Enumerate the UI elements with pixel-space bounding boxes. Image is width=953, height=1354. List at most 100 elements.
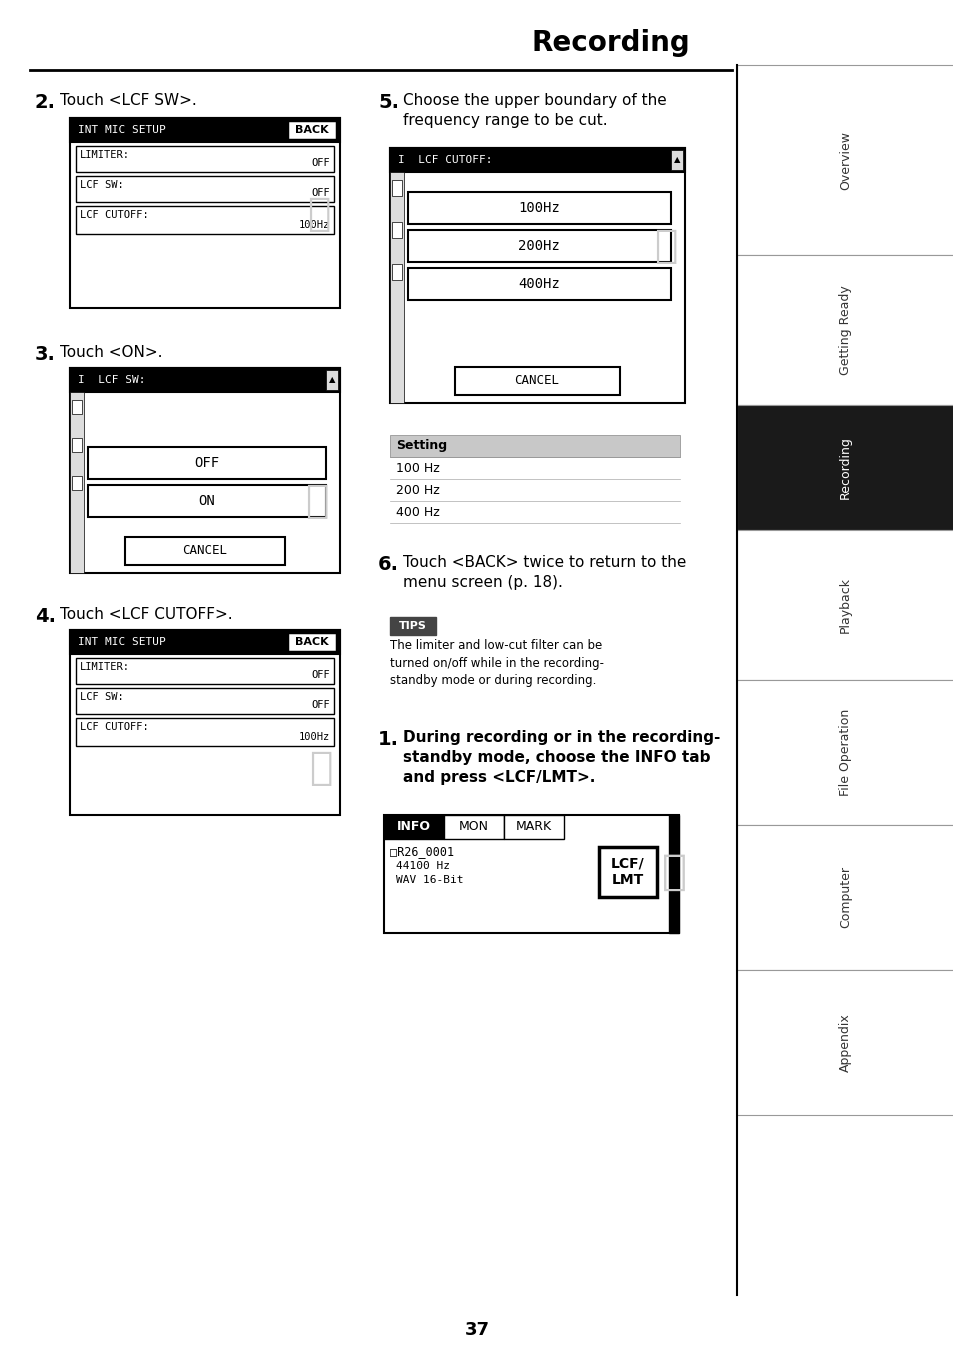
Text: CANCEL: CANCEL: [514, 375, 558, 387]
Text: 100Hz: 100Hz: [517, 200, 559, 215]
Bar: [408, 192, 670, 223]
Bar: [737, 680, 953, 825]
Text: 44100 Hz: 44100 Hz: [395, 861, 450, 871]
Text: OFF: OFF: [194, 456, 219, 470]
Text: 200Hz: 200Hz: [517, 240, 559, 253]
Bar: [384, 815, 443, 839]
Bar: [390, 148, 684, 403]
Text: The limiter and low-cut filter can be
turned on/off while in the recording-
stan: The limiter and low-cut filter can be tu…: [390, 639, 603, 686]
Bar: [737, 529, 953, 680]
Text: 6.: 6.: [377, 555, 398, 574]
Bar: [670, 150, 682, 171]
Text: INT MIC SETUP: INT MIC SETUP: [78, 125, 166, 135]
Text: ▲: ▲: [329, 375, 335, 385]
Text: ▲: ▲: [673, 156, 679, 164]
Text: I  LCF CUTOFF:: I LCF CUTOFF:: [397, 154, 492, 165]
Bar: [455, 367, 619, 395]
Bar: [70, 630, 339, 654]
Bar: [71, 477, 82, 490]
Text: I  LCF SW:: I LCF SW:: [78, 375, 146, 385]
Text: Recording: Recording: [531, 28, 689, 57]
Text: Playback: Playback: [838, 577, 851, 634]
Bar: [392, 264, 401, 280]
Text: LCF CUTOFF:: LCF CUTOFF:: [80, 210, 149, 219]
Bar: [76, 146, 334, 172]
Text: OFF: OFF: [311, 670, 330, 680]
Text: LCF SW:: LCF SW:: [80, 692, 124, 701]
Text: 4.: 4.: [35, 607, 56, 626]
Bar: [384, 815, 679, 933]
Bar: [443, 815, 503, 839]
Bar: [737, 255, 953, 405]
Text: Computer: Computer: [838, 867, 851, 929]
Text: WAV 16-Bit: WAV 16-Bit: [395, 875, 463, 886]
Bar: [70, 118, 339, 142]
Bar: [668, 815, 679, 933]
Text: 400Hz: 400Hz: [517, 278, 559, 291]
Text: BACK: BACK: [294, 125, 329, 135]
Bar: [408, 268, 670, 301]
Text: Recording: Recording: [838, 436, 851, 498]
Text: LIMITER:: LIMITER:: [80, 662, 130, 672]
Bar: [390, 172, 403, 403]
Text: Touch <ON>.: Touch <ON>.: [60, 345, 162, 360]
Text: ✋: ✋: [653, 227, 677, 265]
Bar: [390, 617, 436, 635]
Text: Getting Ready: Getting Ready: [838, 286, 851, 375]
Text: OFF: OFF: [311, 188, 330, 198]
Bar: [598, 848, 657, 896]
Bar: [76, 688, 334, 714]
Text: MON: MON: [458, 821, 489, 834]
Bar: [70, 118, 339, 307]
Text: During recording or in the recording-
standby mode, choose the INFO tab
and pres: During recording or in the recording- st…: [402, 730, 720, 784]
Bar: [71, 437, 82, 452]
Bar: [70, 630, 339, 815]
Text: ON: ON: [198, 494, 215, 508]
Text: LIMITER:: LIMITER:: [80, 150, 130, 160]
Text: □R26_0001: □R26_0001: [390, 845, 454, 858]
Bar: [287, 632, 336, 653]
Bar: [390, 435, 679, 458]
Bar: [737, 969, 953, 1114]
Bar: [71, 399, 82, 414]
Text: ✋: ✋: [304, 482, 328, 520]
Text: OFF: OFF: [311, 700, 330, 709]
Bar: [390, 148, 684, 172]
Text: CANCEL: CANCEL: [182, 544, 227, 558]
Bar: [125, 538, 285, 565]
Bar: [76, 206, 334, 234]
Text: 3.: 3.: [35, 345, 56, 364]
Text: ✋: ✋: [306, 195, 330, 233]
Text: ✋: ✋: [309, 749, 332, 787]
Bar: [70, 393, 84, 573]
Text: File Operation: File Operation: [838, 709, 851, 796]
Bar: [76, 658, 334, 684]
Text: BACK: BACK: [294, 636, 329, 647]
Bar: [408, 230, 670, 263]
Text: 400 Hz: 400 Hz: [395, 505, 439, 519]
Text: 5.: 5.: [377, 93, 398, 112]
Bar: [70, 368, 339, 393]
Bar: [737, 65, 953, 255]
Text: LCF SW:: LCF SW:: [80, 180, 124, 190]
Text: Appendix: Appendix: [838, 1013, 851, 1072]
Text: INT MIC SETUP: INT MIC SETUP: [78, 636, 166, 647]
Text: Choose the upper boundary of the
frequency range to be cut.: Choose the upper boundary of the frequen…: [402, 93, 666, 127]
Text: LCF CUTOFF:: LCF CUTOFF:: [80, 722, 149, 733]
Text: 100Hz: 100Hz: [298, 219, 330, 230]
Bar: [326, 370, 337, 390]
Bar: [76, 718, 334, 746]
Bar: [88, 447, 326, 479]
Text: Touch <LCF SW>.: Touch <LCF SW>.: [60, 93, 196, 108]
Text: 100 Hz: 100 Hz: [395, 462, 439, 474]
Text: 100Hz: 100Hz: [298, 733, 330, 742]
Text: 2.: 2.: [35, 93, 56, 112]
Bar: [76, 176, 334, 202]
Text: ✋: ✋: [661, 852, 686, 894]
Bar: [88, 485, 326, 517]
Text: Touch <LCF CUTOFF>.: Touch <LCF CUTOFF>.: [60, 607, 233, 621]
Bar: [737, 405, 953, 529]
Text: MARK: MARK: [516, 821, 552, 834]
Bar: [287, 121, 336, 139]
Bar: [70, 368, 339, 573]
